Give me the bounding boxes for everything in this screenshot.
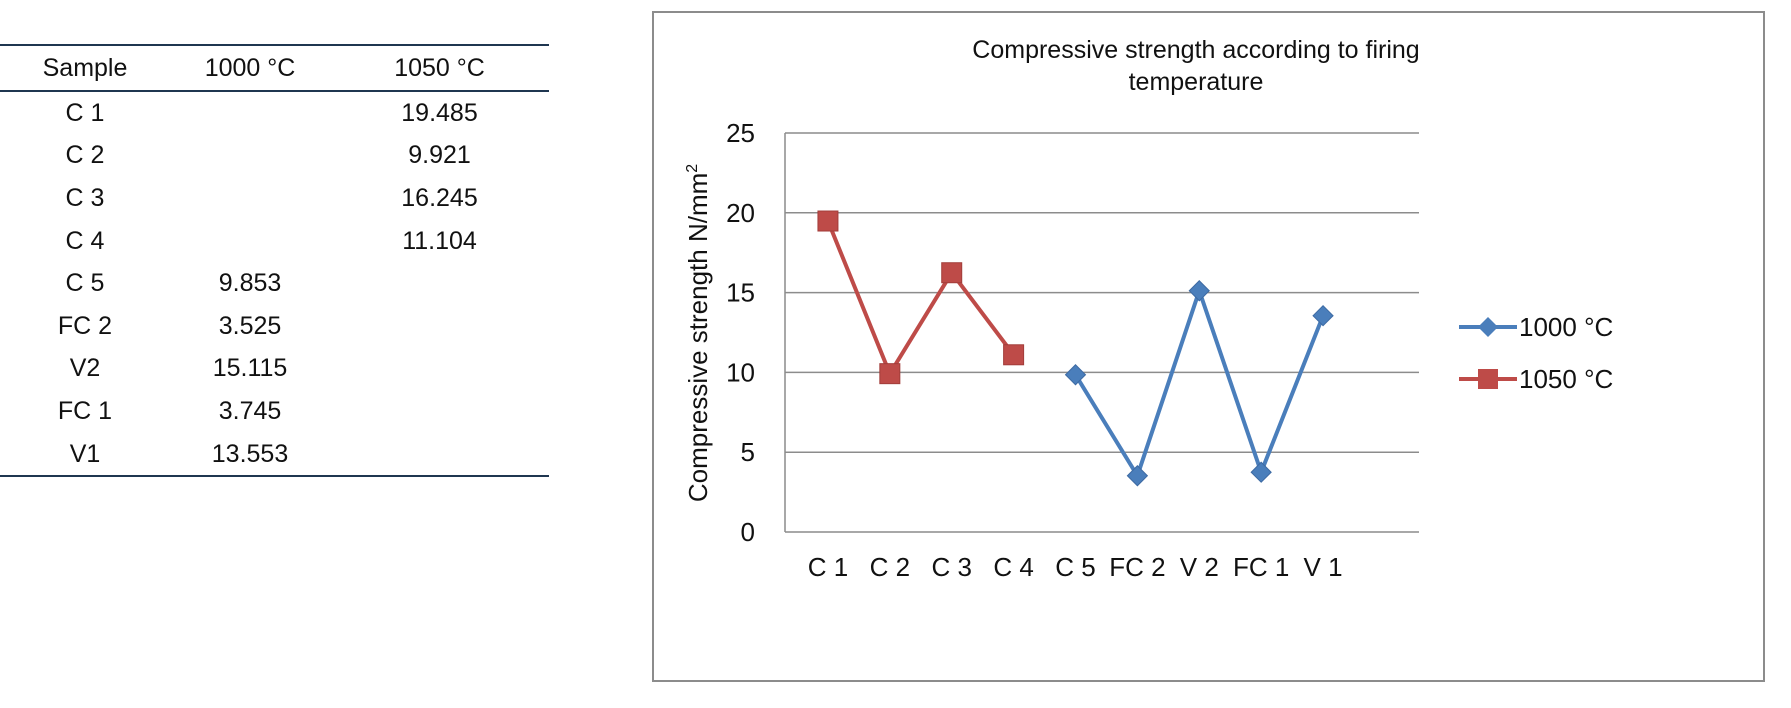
y-tick-label: 5 (741, 437, 755, 467)
data-point-square (941, 262, 963, 284)
header-1050: 1050 °C (330, 44, 549, 92)
table-row: C 5 9.853 (0, 262, 549, 305)
series-line (826, 220, 1016, 376)
x-tick-label: C 2 (870, 552, 910, 582)
y-tick-label: 0 (741, 517, 755, 547)
header-sample: Sample (0, 44, 170, 92)
cell-sample: C 4 (65, 226, 105, 255)
cell-sample: V1 (0, 432, 170, 478)
header-1000: 1000 °C (170, 44, 330, 92)
legend-label: 1050 °C (1519, 364, 1613, 394)
cell-1000: 9.853 (218, 269, 282, 298)
cell-1050: 19.485 (401, 98, 478, 127)
y-tick-label: 15 (726, 278, 755, 308)
x-tick-label: V 2 (1180, 552, 1219, 582)
table-row: C 3 16.245 (0, 177, 549, 220)
table-row: V2 15.115 (0, 348, 549, 391)
y-tick-label: 25 (726, 118, 755, 148)
cell-1050: 9.921 (408, 141, 471, 170)
cell-sample: FC 1 (57, 396, 113, 425)
x-tick-label: V 1 (1304, 552, 1343, 582)
series-line (1073, 288, 1325, 478)
cell-1050 (330, 390, 549, 433)
table-row: FC 2 3.525 (0, 305, 549, 348)
x-tick-label: C 1 (808, 552, 848, 582)
table-header-row: Sample 1000 °C 1050 °C (0, 44, 549, 92)
y-axis-title: Compressive strength N/mm2 (683, 164, 713, 502)
x-tick-label: C 4 (993, 552, 1033, 582)
cell-1000 (170, 91, 330, 135)
x-tick-label: FC 2 (1109, 552, 1165, 582)
cell-sample: C 1 (65, 98, 105, 127)
cell-1000: 15.115 (212, 354, 288, 383)
y-tick-label: 10 (726, 357, 755, 387)
x-tick-label: FC 1 (1233, 552, 1289, 582)
data-point-diamond (1250, 461, 1272, 483)
table-row: C 4 11.104 (0, 220, 549, 263)
cell-1050 (330, 348, 549, 391)
cell-1000 (170, 135, 330, 178)
data-point-diamond (1064, 364, 1087, 386)
legend-label: 1000 °C (1519, 312, 1613, 342)
table-row: FC 1 3.745 (0, 390, 549, 433)
x-tick-label: C 3 (931, 552, 971, 582)
cell-1000: 3.525 (218, 311, 282, 340)
table-row: C 2 9.921 (0, 135, 549, 178)
chart-frame: Compressive strength according to firing… (652, 11, 1765, 682)
cell-sample: FC 2 (57, 311, 113, 340)
y-tick-label: 20 (726, 198, 755, 228)
cell-1000 (170, 220, 330, 263)
legend-marker-square (1478, 369, 1498, 389)
chart-title-line: temperature (1129, 68, 1264, 96)
cell-1050 (330, 305, 549, 348)
cell-1000: 13.553 (170, 432, 330, 478)
cell-sample: C 2 (65, 141, 105, 170)
cell-1050 (330, 432, 549, 478)
cell-sample: V2 (69, 354, 101, 383)
data-point-square (1003, 344, 1025, 366)
cell-sample: C 3 (65, 183, 105, 212)
table-row: V1 13.553 (0, 432, 549, 478)
chart-title-line: Compressive strength according to firing (972, 36, 1419, 64)
data-point-square (817, 210, 839, 232)
cell-1050: 11.104 (402, 226, 477, 255)
data-point-diamond (1312, 304, 1334, 327)
cell-sample: C 5 (65, 269, 105, 298)
data-point-diamond (1188, 280, 1210, 302)
x-tick-label: C 5 (1055, 552, 1095, 582)
table-row: C 1 19.485 (0, 91, 549, 135)
data-table: Sample 1000 °C 1050 °C C 1 19.485 C 2 9.… (0, 44, 549, 478)
data-point-diamond (1126, 465, 1149, 487)
line-chart: Compressive strength according to firing… (683, 36, 1613, 582)
cell-1050: 16.245 (401, 183, 478, 212)
cell-1050 (330, 262, 549, 305)
data-point-square (879, 363, 901, 385)
cell-1000 (170, 177, 330, 220)
y-axis-title-superscript: 2 (684, 164, 701, 173)
legend-marker-diamond (1478, 317, 1498, 337)
cell-1000: 3.745 (218, 396, 282, 425)
